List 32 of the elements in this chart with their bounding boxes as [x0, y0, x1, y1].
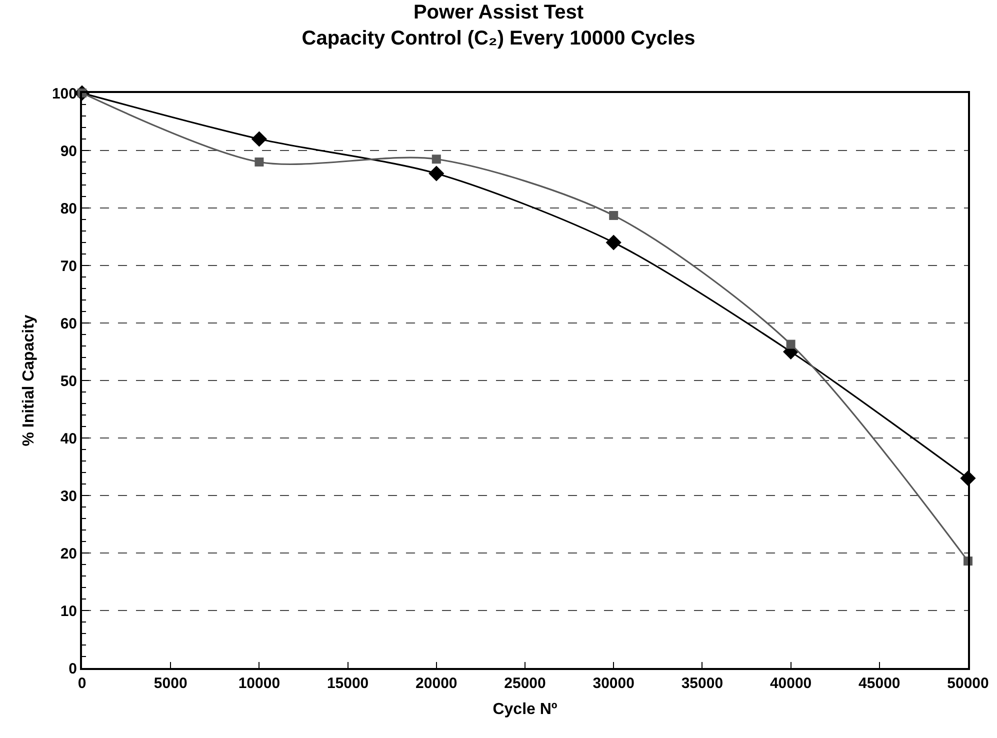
point [251, 131, 267, 147]
point [609, 210, 618, 220]
point [254, 158, 264, 166]
x-tick-label: 40000 [770, 675, 812, 692]
chart-title: Power Assist Test [413, 1, 584, 24]
x-tick-label: 10000 [238, 675, 280, 692]
x-axis-title: Cycle Nº [492, 701, 558, 718]
y-tick-label: 100 [52, 85, 77, 102]
point [606, 234, 622, 250]
x-tick-label: 5000 [154, 675, 188, 692]
y-tick-label: 20 [60, 545, 77, 562]
x-tick-label: 25000 [504, 675, 546, 692]
y-tick-label: 70 [60, 258, 77, 275]
x-tick-label: 35000 [681, 675, 724, 692]
x-tick-label: 30000 [592, 675, 634, 692]
chart-subtitle: Capacity Control (C₂) Every 10000 Cycles [302, 27, 696, 50]
y-tick-label: 50 [60, 372, 77, 390]
y-tick-label: 80 [60, 200, 77, 218]
y-tick-label: 60 [60, 315, 77, 332]
y-axis-title: % Initial Capacity [20, 314, 38, 446]
y-tick-label: 0 [68, 660, 77, 678]
y-tick-label: 40 [60, 430, 77, 448]
x-tick-label: 45000 [858, 675, 900, 692]
point [428, 166, 444, 182]
x-tick-label: 50000 [947, 675, 989, 692]
point [786, 340, 796, 349]
point [432, 154, 441, 164]
x-tick-label: 20000 [416, 675, 458, 692]
y-tick-label: 90 [60, 142, 77, 160]
x-tick-label: 15000 [326, 675, 369, 692]
y-tick-label: 30 [60, 488, 77, 505]
y-tick-label: 10 [60, 602, 77, 620]
